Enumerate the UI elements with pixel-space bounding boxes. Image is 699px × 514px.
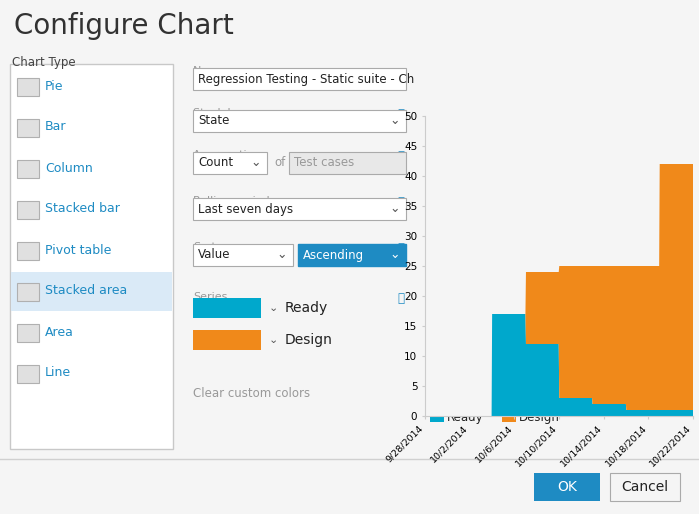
Text: ⓘ: ⓘ [397, 292, 404, 305]
Bar [0, 459, 699, 514]
Text: ⌄: ⌄ [389, 248, 400, 262]
Bar [17, 201, 39, 219]
Text: State: State [198, 115, 229, 127]
Bar [430, 412, 444, 422]
Bar [298, 244, 406, 266]
Text: ⌄: ⌄ [250, 156, 261, 170]
Text: Stack by: Stack by [193, 108, 241, 118]
Bar [17, 324, 39, 342]
Text: Rolling period: Rolling period [193, 196, 270, 206]
Bar [17, 242, 39, 260]
Text: Ready: Ready [447, 411, 484, 424]
Bar [17, 283, 39, 301]
Text: ⌄: ⌄ [269, 303, 278, 313]
Text: Last seven days: Last seven days [198, 203, 293, 215]
Text: Pivot table: Pivot table [45, 244, 111, 256]
Bar [193, 198, 406, 220]
Bar [534, 473, 600, 501]
Text: ⌄: ⌄ [389, 115, 400, 127]
Text: Cancel: Cancel [621, 480, 668, 494]
Text: Design: Design [285, 333, 333, 347]
Text: Count: Count [198, 156, 233, 170]
Text: Stacked bar: Stacked bar [45, 203, 120, 215]
Text: Ascending: Ascending [303, 248, 364, 262]
Bar [17, 78, 39, 96]
Bar [193, 244, 293, 266]
Bar [193, 68, 406, 90]
Text: Name: Name [193, 66, 226, 76]
Text: Regression Testing - Static suite - Ch: Regression Testing - Static suite - Ch [198, 72, 415, 85]
Text: Value: Value [198, 248, 231, 262]
Text: Test cases: Test cases [294, 156, 354, 170]
Text: ⓘ: ⓘ [397, 108, 404, 121]
Text: ⌄: ⌄ [389, 203, 400, 215]
Bar [502, 412, 516, 422]
Text: ⌄: ⌄ [277, 248, 287, 262]
Text: Pie: Pie [45, 80, 64, 93]
Text: Stacked area: Stacked area [45, 285, 127, 298]
Text: ⌄: ⌄ [269, 335, 278, 345]
Text: Column: Column [45, 161, 93, 174]
Text: Design: Design [519, 411, 560, 424]
Bar [11, 272, 172, 311]
Text: Sort: Sort [193, 242, 216, 252]
Text: Area: Area [45, 325, 74, 339]
Text: Aggregation: Aggregation [193, 150, 261, 160]
Text: ⓘ: ⓘ [397, 242, 404, 255]
Bar [17, 119, 39, 137]
Text: Series: Series [193, 292, 227, 302]
Bar [17, 365, 39, 383]
Text: of: of [274, 156, 285, 170]
Bar [193, 298, 261, 318]
Text: ⓘ: ⓘ [397, 150, 404, 163]
Text: OK: OK [557, 480, 577, 494]
Text: Ready: Ready [285, 301, 329, 315]
Bar [17, 160, 39, 178]
Text: Bar: Bar [45, 120, 66, 134]
Text: Configure Chart: Configure Chart [14, 12, 233, 40]
Bar [289, 152, 406, 174]
Bar [10, 64, 173, 449]
Text: ⓘ: ⓘ [397, 196, 404, 209]
Bar [610, 473, 680, 501]
Bar [193, 330, 261, 350]
Bar [193, 110, 406, 132]
Text: Line: Line [45, 366, 71, 379]
Text: Chart Type: Chart Type [12, 56, 75, 69]
Bar [193, 152, 267, 174]
Text: Clear custom colors: Clear custom colors [193, 387, 310, 400]
